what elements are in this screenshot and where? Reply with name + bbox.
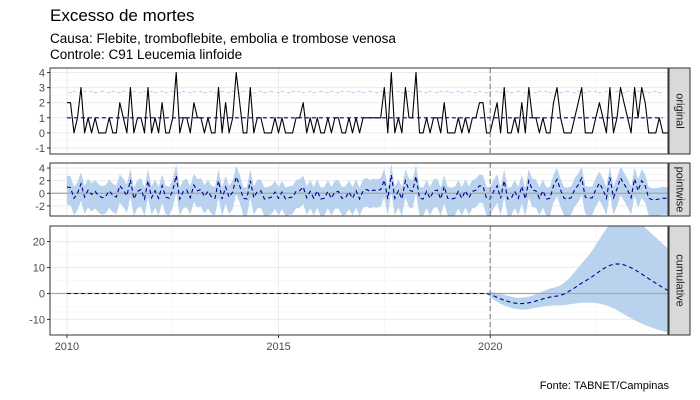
y-tick-label: 2 — [39, 176, 45, 188]
panel-cumulative: -10 0 10 20 cumulative — [29, 225, 691, 336]
y-tick-label: -1 — [35, 143, 45, 155]
x-tick-label: 2015 — [266, 341, 290, 353]
y-tick-label: 20 — [33, 237, 45, 249]
facet-strip-label: original — [674, 93, 686, 128]
chart-subtitle-cause: Causa: Flebite, tromboflebite, embolia e… — [50, 31, 396, 46]
predicted-series — [66, 263, 668, 305]
y-tick-label: 2 — [39, 98, 45, 110]
y-tick-label: 4 — [39, 163, 45, 175]
y-tick-label: 0 — [39, 188, 45, 200]
facet-strip-label: cumulative — [674, 254, 686, 307]
predicted-series — [66, 174, 668, 202]
x-tick-label: 2020 — [478, 341, 502, 353]
chart-title: Excesso de mortes — [50, 6, 195, 25]
panel-background — [50, 68, 668, 154]
panel-border — [49, 225, 669, 336]
facet-strip — [668, 225, 691, 336]
panel-border — [49, 162, 669, 217]
y-tick-label: 0 — [39, 288, 45, 300]
facet-strip — [668, 67, 691, 155]
confidence-band — [66, 90, 663, 94]
x-tick-label: 2010 — [55, 341, 79, 353]
y-tick-label: 0 — [39, 128, 45, 140]
chart-caption: Fonte: TABNET/Campinas — [540, 380, 670, 392]
facet-strip — [668, 162, 691, 217]
panel-original: -1 0 1 2 3 4 original — [35, 67, 691, 155]
panel-border — [49, 67, 669, 155]
y-tick-label: 4 — [39, 68, 45, 80]
y-tick-label: -10 — [29, 314, 45, 326]
y-tick-label: -2 — [35, 201, 45, 213]
x-axis: 2010 2015 2020 — [55, 335, 502, 353]
confidence-band — [66, 226, 668, 333]
y-tick-label: 3 — [39, 83, 45, 95]
y-tick-label: 1 — [39, 113, 45, 125]
facet-strip-label: pointwise — [674, 167, 686, 213]
chart-subtitle-control: Controle: C91 Leucemia linfoide — [50, 47, 242, 62]
y-tick-label: 10 — [33, 263, 45, 275]
